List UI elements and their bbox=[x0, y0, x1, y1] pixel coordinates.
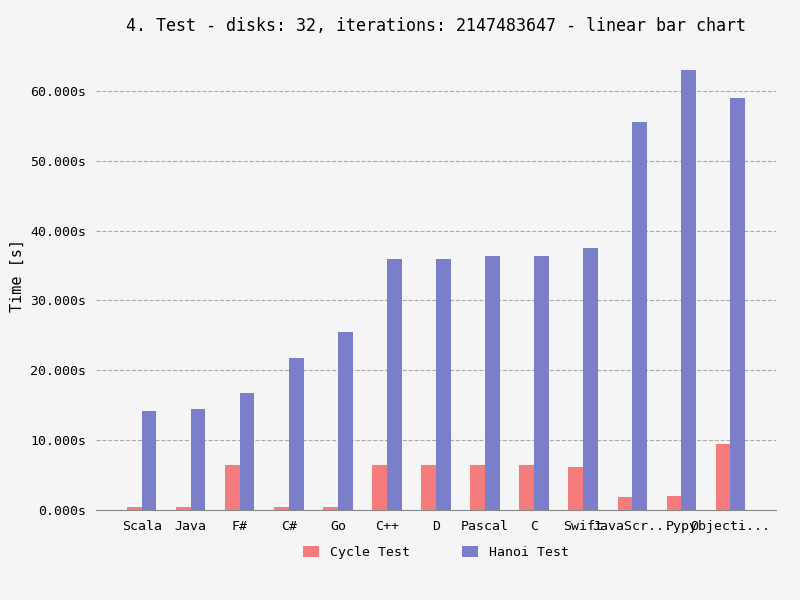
Bar bbox=[176, 506, 190, 510]
Bar bbox=[470, 464, 485, 510]
Bar bbox=[240, 392, 254, 510]
Bar bbox=[127, 506, 142, 510]
Bar bbox=[682, 70, 696, 510]
Bar bbox=[387, 259, 402, 510]
Bar bbox=[338, 332, 353, 510]
Bar bbox=[485, 256, 500, 510]
Bar bbox=[225, 464, 240, 510]
Bar bbox=[422, 464, 436, 510]
Bar bbox=[618, 497, 632, 510]
Y-axis label: Time [s]: Time [s] bbox=[10, 239, 25, 313]
Bar bbox=[666, 496, 682, 510]
Title: 4. Test - disks: 32, iterations: 2147483647 - linear bar chart: 4. Test - disks: 32, iterations: 2147483… bbox=[126, 17, 746, 35]
Bar bbox=[569, 467, 583, 510]
Bar bbox=[274, 506, 289, 510]
Bar bbox=[289, 358, 303, 510]
Bar bbox=[716, 443, 730, 510]
Bar bbox=[372, 464, 387, 510]
Bar bbox=[534, 256, 549, 510]
Bar bbox=[730, 98, 745, 510]
Bar bbox=[519, 464, 534, 510]
Legend: Cycle Test, Hanoi Test: Cycle Test, Hanoi Test bbox=[298, 540, 574, 564]
Bar bbox=[436, 259, 450, 510]
Bar bbox=[323, 506, 338, 510]
Bar bbox=[583, 248, 598, 510]
Bar bbox=[142, 411, 156, 510]
Bar bbox=[632, 122, 647, 510]
Bar bbox=[190, 409, 206, 510]
